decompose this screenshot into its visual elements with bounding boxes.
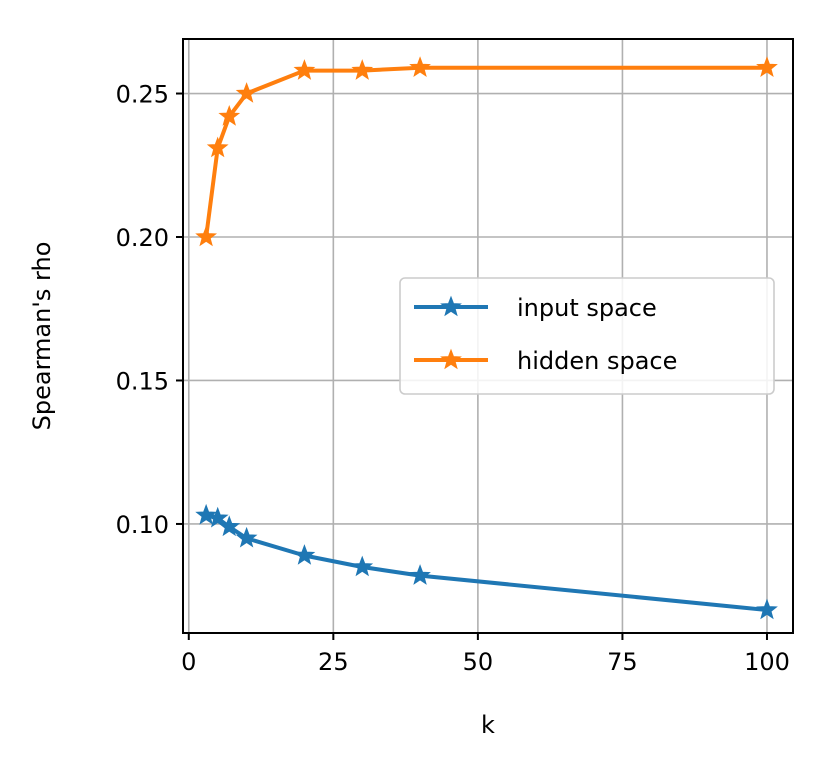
data-point-hidden-space: [351, 59, 374, 80]
y-axis-label: Spearman's rho: [28, 242, 56, 431]
legend-swatch-marker: [440, 295, 462, 317]
legend-swatch-marker: [440, 348, 462, 370]
data-point-input-space: [195, 503, 217, 525]
data-point-hidden-space: [409, 56, 431, 77]
series-line-input-space: [204, 513, 769, 613]
legend-box: [399, 277, 775, 395]
data-point-input-space: [756, 598, 778, 620]
y-tick-label: 0.15: [116, 367, 169, 395]
y-tick-label: 0.10: [116, 511, 169, 539]
data-point-input-space: [235, 526, 258, 548]
x-tick-label: 0: [181, 648, 196, 676]
x-tick-label: 25: [318, 648, 349, 676]
data-point-hidden-space: [235, 82, 258, 103]
data-point-hidden-space: [206, 136, 229, 158]
data-point-input-space: [351, 555, 374, 577]
legend-item-input-space: input space: [414, 294, 657, 322]
data-point-input-space: [206, 506, 229, 528]
x-tick-label: 50: [463, 648, 494, 676]
data-point-hidden-space: [218, 105, 241, 126]
x-tick-label: 100: [744, 648, 790, 676]
legend: input space hidden space: [399, 277, 775, 395]
plot-frame: [182, 38, 794, 634]
legend-label: hidden space: [517, 347, 677, 375]
y-tick-label: 0.20: [116, 224, 169, 252]
data-point-input-space: [293, 544, 316, 565]
legend-item-hidden-space: hidden space: [414, 347, 677, 375]
data-point-hidden-space: [756, 56, 778, 77]
legend-label: input space: [517, 294, 657, 322]
y-tick-label: 0.25: [116, 81, 169, 109]
series-input-space: [195, 503, 778, 620]
data-point-input-space: [409, 564, 431, 585]
data-point-hidden-space: [293, 59, 316, 80]
x-tick-label: 75: [607, 648, 638, 676]
data-point-hidden-space: [195, 225, 217, 247]
data-point-input-space: [218, 515, 241, 537]
plot-series: [195, 56, 778, 620]
axis-ticks: 0 25 50 75 100 0.10 0.15 0.20 0.25: [116, 81, 790, 676]
series-hidden-space: [195, 56, 778, 247]
x-axis-label: k: [481, 711, 495, 739]
